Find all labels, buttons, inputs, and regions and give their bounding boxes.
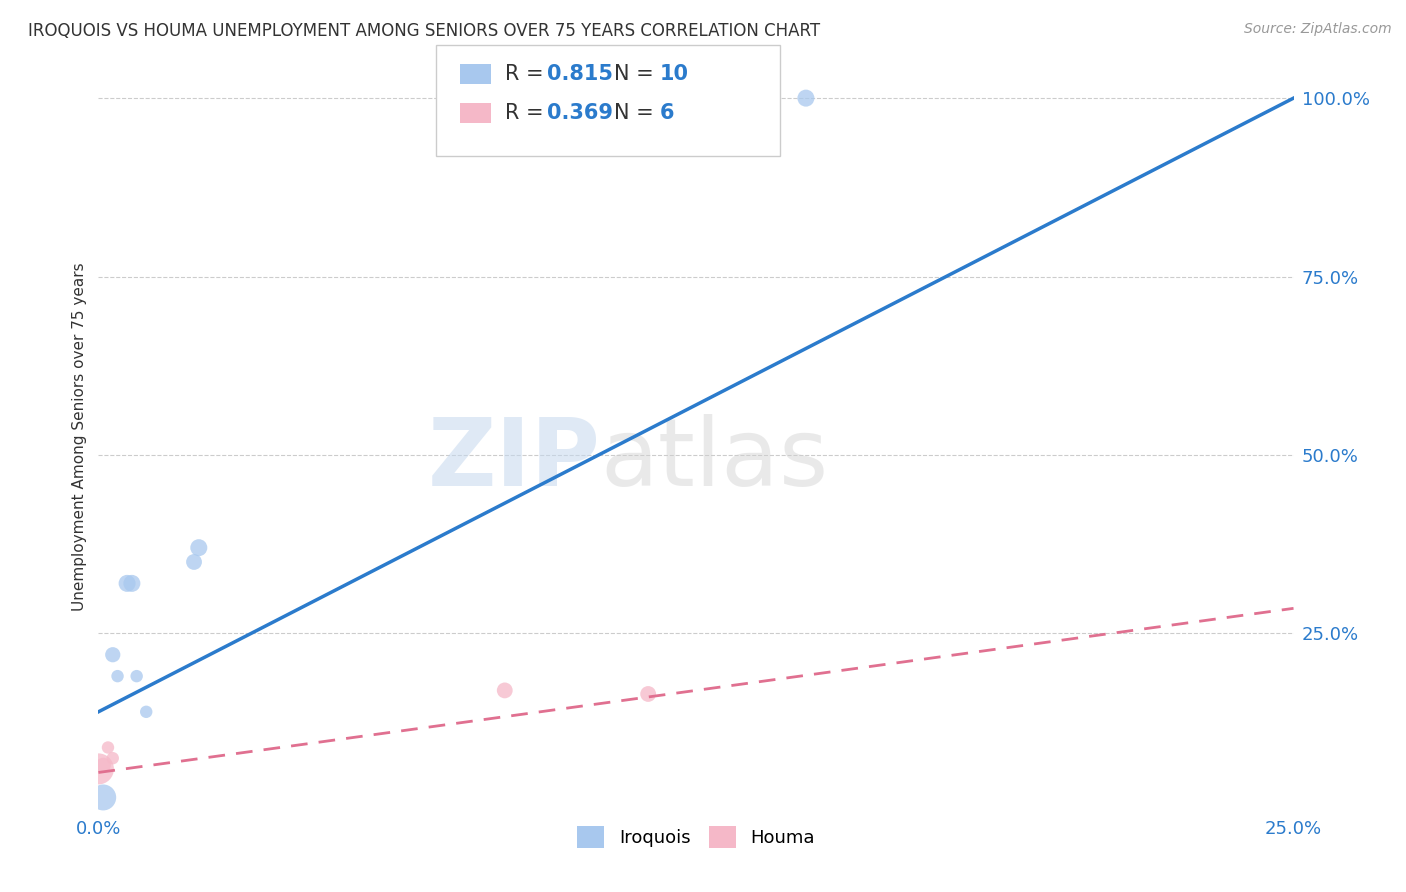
Point	[97, 740, 120, 755]
Point	[91, 758, 114, 772]
Text: 0.369: 0.369	[547, 103, 613, 123]
Point	[101, 751, 124, 765]
Point	[107, 669, 129, 683]
Y-axis label: Unemployment Among Seniors over 75 years: Unemployment Among Seniors over 75 years	[72, 263, 87, 611]
Text: atlas: atlas	[600, 414, 828, 506]
Point	[115, 576, 138, 591]
Text: IROQUOIS VS HOUMA UNEMPLOYMENT AMONG SENIORS OVER 75 YEARS CORRELATION CHART: IROQUOIS VS HOUMA UNEMPLOYMENT AMONG SEN…	[28, 22, 820, 40]
Point	[183, 555, 205, 569]
Point	[494, 683, 516, 698]
Point	[121, 576, 143, 591]
Point	[125, 669, 148, 683]
Text: 0.815: 0.815	[547, 64, 613, 84]
Text: N =: N =	[614, 103, 661, 123]
Text: R =: R =	[505, 103, 550, 123]
Point	[135, 705, 157, 719]
Text: 6: 6	[659, 103, 673, 123]
Point	[187, 541, 209, 555]
Point	[637, 687, 659, 701]
Text: N =: N =	[614, 64, 661, 84]
Point	[794, 91, 817, 105]
Legend: Iroquois, Houma: Iroquois, Houma	[569, 819, 823, 855]
Text: R =: R =	[505, 64, 550, 84]
Point	[101, 648, 124, 662]
Point	[87, 762, 110, 776]
Point	[91, 790, 114, 805]
Text: Source: ZipAtlas.com: Source: ZipAtlas.com	[1244, 22, 1392, 37]
Text: ZIP: ZIP	[427, 414, 600, 506]
Text: 10: 10	[659, 64, 689, 84]
